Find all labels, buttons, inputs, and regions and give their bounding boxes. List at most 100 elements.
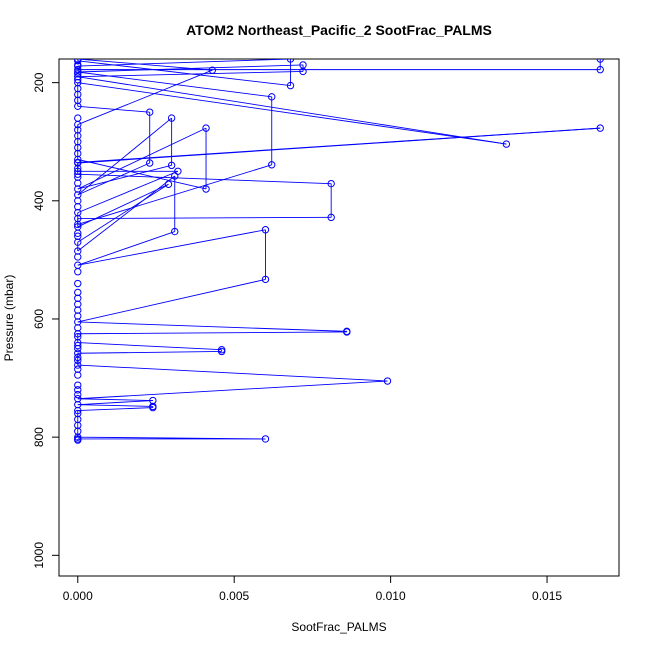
series-segment bbox=[77, 164, 272, 225]
data-point bbox=[74, 126, 82, 134]
series-segment bbox=[77, 398, 153, 401]
data-point bbox=[74, 409, 82, 418]
series-segment bbox=[77, 407, 153, 412]
data-point bbox=[261, 275, 270, 284]
x-tick-label: 0.005 bbox=[219, 589, 249, 603]
data-point bbox=[74, 268, 82, 276]
series-1 bbox=[74, 61, 82, 399]
data-point bbox=[74, 179, 82, 187]
data-point bbox=[596, 124, 604, 132]
y-axis-label: Pressure (mbar) bbox=[2, 275, 16, 362]
data-point bbox=[74, 229, 82, 238]
data-point bbox=[171, 227, 179, 236]
data-point bbox=[261, 226, 270, 234]
data-point bbox=[596, 59, 604, 63]
series-segment bbox=[77, 76, 507, 145]
data-point bbox=[74, 353, 82, 362]
data-point bbox=[74, 149, 82, 158]
series-segment bbox=[77, 127, 207, 190]
data-point bbox=[74, 203, 82, 211]
series-segment bbox=[77, 173, 332, 185]
series-segment bbox=[77, 229, 266, 266]
series-segment bbox=[77, 342, 222, 351]
data-point bbox=[327, 213, 335, 222]
data-point bbox=[268, 161, 276, 169]
data-point bbox=[202, 185, 210, 193]
data-point bbox=[74, 361, 82, 369]
data-point bbox=[167, 114, 176, 122]
data-point bbox=[74, 386, 82, 394]
series-segment bbox=[77, 69, 213, 126]
chart-title: ATOM2 Northeast_Pacific_2 SootFrac_PALMS bbox=[186, 22, 492, 38]
series-segment bbox=[77, 331, 347, 335]
series-segment bbox=[77, 159, 207, 190]
x-axis: 0.000 0.005 0.010 0.015 bbox=[63, 575, 562, 603]
y-tick-label: 200 bbox=[32, 72, 46, 92]
data-point bbox=[383, 377, 392, 385]
data-point bbox=[268, 93, 276, 101]
x-tick-label: 0.015 bbox=[532, 589, 562, 603]
series-segment bbox=[77, 321, 347, 332]
data-point bbox=[343, 327, 351, 336]
series-segment bbox=[77, 162, 150, 196]
data-point bbox=[74, 381, 82, 389]
y-tick-label: 400 bbox=[32, 190, 46, 210]
series-segment bbox=[77, 164, 172, 190]
data-point bbox=[74, 96, 82, 105]
series-segment bbox=[77, 175, 176, 252]
series-segment bbox=[77, 278, 266, 323]
x-axis-label: SootFrac_PALMS bbox=[291, 620, 386, 634]
series-segment bbox=[77, 59, 213, 71]
series-segment bbox=[77, 183, 169, 243]
series-segment bbox=[77, 436, 266, 440]
data-point bbox=[74, 253, 82, 261]
data-point bbox=[164, 180, 173, 188]
series-segment bbox=[77, 351, 222, 354]
series-segment bbox=[77, 127, 601, 164]
y-axis: 200 400 600 800 1000 bbox=[32, 72, 60, 569]
series-0 bbox=[74, 59, 604, 444]
data-point bbox=[74, 312, 82, 320]
data-point bbox=[596, 65, 604, 74]
data-point bbox=[146, 159, 154, 167]
y-tick-label: 1000 bbox=[32, 542, 46, 569]
data-point bbox=[286, 81, 295, 90]
series-segment bbox=[77, 400, 153, 406]
data-point bbox=[74, 61, 82, 69]
series-segment bbox=[77, 117, 172, 196]
data-point bbox=[74, 371, 82, 379]
plot-frame bbox=[58, 58, 620, 577]
series-segment bbox=[77, 364, 388, 382]
series-segment bbox=[77, 105, 150, 113]
data-point bbox=[286, 59, 295, 63]
y-tick-label: 600 bbox=[32, 309, 46, 329]
data-point bbox=[74, 220, 82, 229]
data-point bbox=[74, 232, 82, 240]
data-point bbox=[208, 66, 216, 74]
data-point bbox=[74, 59, 82, 65]
data-point bbox=[74, 279, 82, 288]
data-point bbox=[74, 159, 82, 167]
data-point bbox=[74, 84, 82, 93]
x-tick-label: 0.010 bbox=[376, 589, 406, 603]
plot-area bbox=[74, 59, 604, 444]
data-point bbox=[74, 341, 82, 350]
data-point bbox=[74, 75, 82, 84]
data-point bbox=[167, 161, 176, 170]
x-tick-label: 0.000 bbox=[63, 589, 93, 603]
data-point bbox=[502, 140, 511, 148]
data-point bbox=[146, 108, 154, 116]
series-segment bbox=[77, 59, 291, 67]
data-point bbox=[217, 346, 226, 354]
data-point bbox=[74, 344, 82, 353]
y-tick-label: 800 bbox=[32, 427, 46, 447]
data-point bbox=[202, 124, 210, 132]
data-point bbox=[74, 395, 82, 403]
data-point bbox=[261, 435, 270, 443]
data-point bbox=[74, 324, 82, 332]
data-point bbox=[74, 65, 82, 74]
data-point bbox=[299, 67, 307, 76]
data-point bbox=[74, 349, 82, 357]
series-segment bbox=[77, 170, 179, 214]
